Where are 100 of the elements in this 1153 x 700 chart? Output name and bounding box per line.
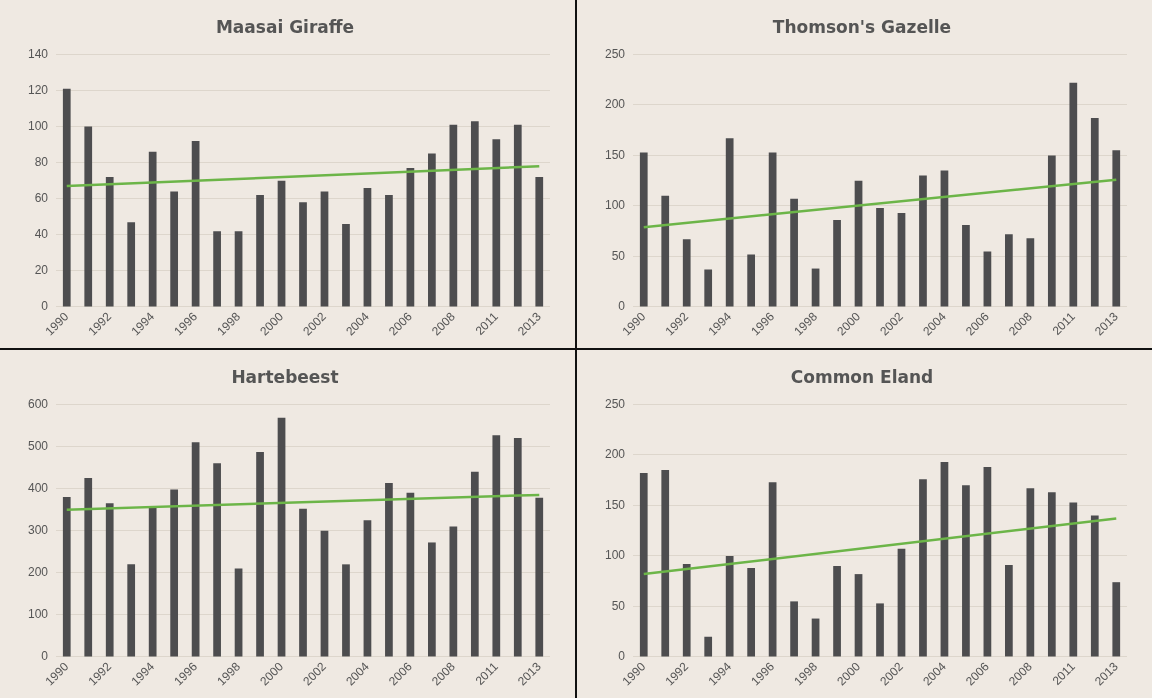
y-tick-label: 0 [618,649,626,664]
bar [704,269,713,307]
bar [747,568,756,657]
bar [725,555,734,657]
y-tick-label: 150 [604,147,626,162]
bar [1069,502,1078,657]
bar [234,568,243,657]
y-tick-label: 200 [604,447,626,462]
bar [84,478,93,657]
y-tick-label: 400 [27,480,49,495]
bar [535,177,544,307]
bar [449,124,458,307]
bar [385,195,393,307]
chart-title: Thomson's Gazelle [772,16,952,37]
bar [661,195,670,307]
bar [277,417,286,657]
y-tick-label: 100 [604,198,626,213]
bar [1112,150,1121,307]
bar [470,471,479,657]
y-tick-label: 0 [41,649,49,664]
y-tick-label: 60 [34,191,49,206]
y-tick-label: 250 [604,46,626,61]
bar [277,180,286,307]
y-tick-label: 40 [34,227,49,242]
bar [919,175,927,307]
bar [127,222,136,307]
bar [790,601,798,657]
bar [1069,82,1078,307]
bar [854,574,863,657]
bar [1090,118,1099,307]
bar [492,435,501,657]
bar [428,153,436,307]
bar [983,251,992,307]
bar [661,470,670,657]
bar [256,451,264,657]
bar [897,548,906,657]
bar [213,231,221,307]
bar [213,463,221,657]
y-tick-label: 20 [34,263,49,278]
bar [876,603,884,657]
bar [256,195,264,307]
bar [682,239,691,307]
bar [492,139,501,307]
bar [833,566,841,657]
bar [725,138,734,307]
bar [639,152,648,307]
bar [535,497,544,657]
bar [105,177,114,307]
y-tick-label: 120 [27,82,49,97]
y-tick-label: 0 [41,299,49,314]
bar [897,213,906,307]
bar [1026,488,1035,657]
y-tick-label: 100 [27,118,49,133]
bar [62,497,71,657]
bar [1047,492,1056,657]
bar [342,223,350,307]
bar [127,564,136,657]
y-tick-label: 140 [27,46,49,61]
bar [1112,582,1121,657]
chart-title: Common Eland [790,366,934,387]
bar [62,88,71,307]
bar [385,483,393,657]
bar [639,473,648,657]
y-tick-label: 100 [604,548,626,563]
bar [876,207,884,307]
bar [513,124,522,307]
bar [170,191,179,307]
bar [1026,238,1035,307]
bar [470,121,479,307]
y-tick-label: 200 [27,565,49,580]
bar [234,231,243,307]
bar [704,636,713,657]
bar [363,520,372,657]
bar [363,187,372,307]
bar [1090,515,1099,657]
chart-title: Hartebeest [231,366,339,387]
bar [320,530,329,657]
bar [747,254,756,307]
bar [513,438,522,657]
y-tick-label: 50 [611,248,626,263]
bar [299,508,307,657]
bar [428,542,436,657]
bar [682,564,691,657]
bar [1047,155,1056,307]
y-tick-label: 80 [34,154,49,169]
bar [1005,565,1013,657]
bar [1005,234,1013,307]
y-tick-label: 0 [618,299,626,314]
bar [962,225,970,307]
y-tick-label: 600 [27,396,49,411]
bar [170,489,179,657]
bar [962,485,970,657]
y-tick-label: 200 [604,97,626,112]
y-tick-label: 500 [27,438,49,453]
bar [148,151,157,307]
bar [105,503,114,657]
bar [84,126,93,307]
bar [148,506,157,657]
bar [449,526,458,657]
y-tick-label: 150 [604,497,626,512]
